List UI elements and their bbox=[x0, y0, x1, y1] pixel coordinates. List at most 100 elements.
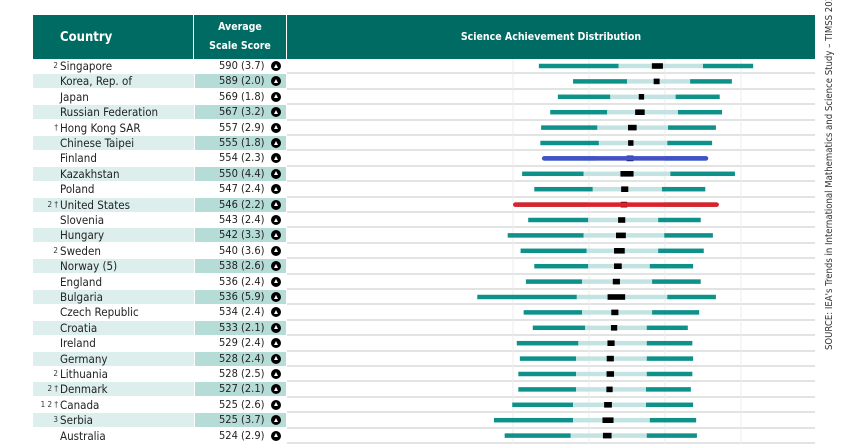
average-score: 536 (5.9) bbox=[219, 290, 265, 303]
table-row: Czech Republic 534 (2.4) bbox=[33, 305, 815, 321]
score-cell: 534 (2.4) bbox=[195, 305, 286, 319]
country-cell: Germany bbox=[33, 351, 194, 366]
percentile-5-25-bar bbox=[557, 94, 611, 100]
chart-cell bbox=[287, 213, 815, 229]
average-score: 589 (2.0) bbox=[219, 74, 265, 88]
chart-cell bbox=[287, 429, 815, 444]
table-row: Germany 528 (2.4) bbox=[33, 351, 815, 367]
percentile-75-95-bar bbox=[652, 279, 701, 284]
country-name: Finland bbox=[60, 151, 97, 166]
percentile-75-95-bar bbox=[658, 248, 704, 254]
percentile-75-95-bar bbox=[668, 125, 716, 130]
country-name: Serbia bbox=[60, 413, 93, 428]
footnote-marker: 2 † bbox=[47, 384, 58, 394]
percentile-75-95-bar bbox=[646, 325, 688, 331]
average-score: 550 (4.4) bbox=[219, 166, 265, 180]
up-arrow-circle-icon bbox=[271, 230, 281, 241]
mean-confidence-interval bbox=[616, 232, 626, 239]
country-cell: Poland bbox=[33, 182, 194, 196]
percentile-75-95-bar bbox=[652, 310, 700, 315]
up-arrow-circle-icon bbox=[271, 184, 281, 195]
percentile-5-25-bar bbox=[519, 356, 577, 361]
percentile-5-25-bar bbox=[518, 387, 577, 392]
header-country: Country bbox=[33, 15, 193, 59]
percentile-75-95-bar bbox=[646, 402, 694, 408]
score-cell: 550 (4.4) bbox=[195, 166, 286, 181]
header-score-line1: Average bbox=[218, 21, 262, 33]
mean-confidence-interval bbox=[651, 63, 663, 69]
header-average-scale-score: Average Scale Score bbox=[194, 15, 286, 59]
table-row: Slovenia 543 (2.4) bbox=[33, 213, 815, 229]
up-arrow-circle-icon bbox=[271, 199, 281, 210]
chart-cell bbox=[287, 167, 815, 183]
chart-cell bbox=[287, 352, 815, 367]
average-score: 567 (3.2) bbox=[219, 105, 265, 119]
average-score: 547 (2.4) bbox=[219, 182, 265, 196]
country-name: Sweden bbox=[60, 243, 101, 258]
average-score: 524 (2.9) bbox=[219, 428, 265, 442]
table-row: 2 Singapore 590 (3.7) bbox=[33, 59, 815, 75]
chart-cell bbox=[287, 398, 815, 414]
chart-cell bbox=[287, 259, 815, 275]
country-cell: Finland bbox=[33, 151, 194, 165]
chart-cell bbox=[287, 275, 815, 290]
score-cell: 554 (2.3) bbox=[195, 151, 286, 165]
score-cell: 527 (2.1) bbox=[195, 382, 286, 397]
footnote-marker: 2 bbox=[53, 369, 58, 378]
score-cell: 525 (2.6) bbox=[195, 398, 286, 412]
percentile-5-25-bar bbox=[573, 79, 627, 84]
mean-confidence-interval bbox=[606, 386, 613, 393]
percentile-5-25-bar bbox=[525, 279, 583, 284]
table-row: Korea, Rep. of 589 (2.0) bbox=[33, 74, 815, 90]
percentile-5-25-bar bbox=[550, 109, 608, 115]
average-score: 546 (2.2) bbox=[219, 197, 265, 211]
percentile-75-95-bar bbox=[646, 340, 693, 346]
table-row: Russian Federation 567 (3.2) bbox=[33, 105, 815, 121]
up-arrow-circle-icon bbox=[271, 215, 281, 225]
chart-cell bbox=[287, 136, 815, 152]
up-arrow-circle-icon bbox=[271, 338, 281, 349]
up-arrow-circle-icon bbox=[271, 245, 281, 256]
up-arrow-circle-icon bbox=[271, 369, 281, 379]
country-name: Ireland bbox=[60, 336, 96, 351]
source-note: SOURCE: IEA's Trends in International Ma… bbox=[824, 0, 835, 350]
table-row: 2 † United States 546 (2.2) bbox=[33, 197, 815, 213]
country-name: Chinese Taipei bbox=[60, 136, 135, 150]
up-arrow-circle-icon bbox=[271, 276, 281, 287]
percentile-75-95-bar bbox=[646, 387, 691, 392]
chart-cell bbox=[287, 382, 815, 398]
percentile-5-25-bar bbox=[523, 310, 583, 315]
chart-cell bbox=[287, 413, 815, 429]
percentile-75-95-bar bbox=[649, 417, 697, 423]
country-name: Germany bbox=[60, 351, 108, 366]
country-name: Kazakhstan bbox=[60, 166, 120, 181]
up-arrow-circle-icon bbox=[271, 76, 281, 87]
score-cell: 524 (2.9) bbox=[195, 429, 286, 443]
percentile-75-95-bar bbox=[670, 171, 735, 177]
table-row: Bulgaria 536 (5.9) bbox=[33, 290, 815, 306]
up-arrow-circle-icon bbox=[271, 261, 281, 272]
country-cell: 2 Singapore bbox=[33, 59, 194, 73]
country-cell: Korea, Rep. of bbox=[33, 74, 194, 89]
table-row: Ireland 529 (2.4) bbox=[33, 336, 815, 352]
country-name: Australia bbox=[60, 428, 106, 443]
country-name: Japan bbox=[60, 89, 89, 104]
score-cell: 525 (3.7) bbox=[195, 413, 286, 428]
score-cell: 590 (3.7) bbox=[195, 59, 286, 73]
percentile-5-25-bar bbox=[528, 217, 589, 223]
percentile-75-95-bar bbox=[661, 186, 706, 192]
country-cell: Croatia bbox=[33, 320, 194, 335]
mean-confidence-interval bbox=[610, 325, 618, 331]
percentile-5-25-bar bbox=[534, 186, 593, 192]
country-name: Hong Kong SAR bbox=[60, 120, 141, 135]
average-score: 534 (2.4) bbox=[219, 305, 265, 319]
country-cell: 2 Sweden bbox=[33, 244, 194, 258]
percentile-75-95-bar bbox=[667, 140, 713, 146]
score-cell: 589 (2.0) bbox=[195, 74, 286, 89]
table-row: 3 Serbia 525 (3.7) bbox=[33, 413, 815, 429]
table-row: Croatia 533 (2.1) bbox=[33, 320, 815, 337]
mean-confidence-interval bbox=[611, 309, 619, 316]
country-name: United States bbox=[60, 197, 131, 212]
country-cell: Czech Republic bbox=[33, 305, 194, 319]
country-name: Russian Federation bbox=[60, 105, 159, 120]
